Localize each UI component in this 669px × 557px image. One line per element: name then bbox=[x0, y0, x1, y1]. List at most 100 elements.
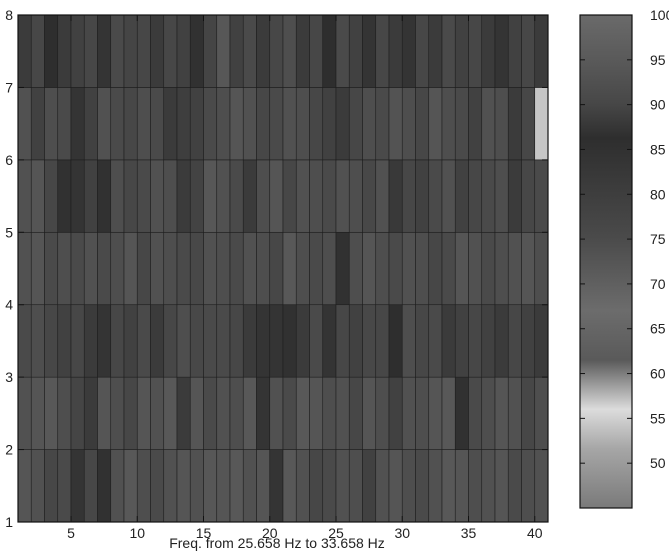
colorbar-tick-label: 65 bbox=[650, 321, 666, 337]
heatmap-cell bbox=[322, 159, 337, 233]
heatmap-cell bbox=[388, 231, 403, 306]
heatmap-cell bbox=[282, 376, 297, 450]
heatmap-cell bbox=[44, 231, 59, 306]
heatmap-cell bbox=[494, 376, 509, 450]
heatmap-cell bbox=[163, 449, 178, 523]
heatmap-cell bbox=[322, 449, 337, 523]
heatmap-cell bbox=[44, 14, 59, 88]
heatmap-cell bbox=[123, 87, 138, 161]
heatmap-cell bbox=[163, 376, 178, 450]
heatmap-cell bbox=[256, 87, 271, 161]
heatmap-cell bbox=[507, 449, 522, 523]
heatmap-cell bbox=[189, 231, 204, 306]
heatmap-cell bbox=[322, 304, 337, 378]
heatmap-cell bbox=[30, 87, 45, 161]
heatmap-cell bbox=[362, 87, 377, 161]
heatmap-cell bbox=[57, 159, 72, 233]
heatmap-cell bbox=[375, 449, 390, 523]
heatmap-cell bbox=[534, 159, 549, 233]
heatmap-cell bbox=[428, 376, 443, 450]
heatmap-cell bbox=[57, 449, 72, 523]
heatmap-cell bbox=[203, 376, 218, 450]
heatmap-cell bbox=[481, 87, 496, 161]
heatmap-cell bbox=[176, 449, 191, 523]
heatmap-cell bbox=[534, 304, 549, 378]
heatmap-cell bbox=[70, 304, 85, 378]
heatmap-cell bbox=[348, 159, 363, 233]
heatmap-cell bbox=[110, 449, 125, 523]
heatmap-cell bbox=[242, 87, 257, 161]
heatmap-cell bbox=[375, 231, 390, 306]
heatmap-cell bbox=[348, 376, 363, 450]
colorbar-tick-label: 60 bbox=[650, 366, 666, 382]
heatmap-cell bbox=[176, 376, 191, 450]
heatmap-cell bbox=[534, 449, 549, 523]
plot-frame bbox=[17, 14, 549, 523]
heatmap-cell bbox=[428, 14, 443, 88]
heatmap-cell bbox=[388, 449, 403, 523]
x-tick-label: 40 bbox=[527, 525, 543, 541]
heatmap-cell bbox=[242, 14, 257, 88]
heatmap-cell bbox=[521, 159, 536, 233]
heatmap-cell bbox=[97, 231, 112, 306]
heatmap-cell bbox=[415, 304, 430, 378]
heatmap-cell bbox=[441, 376, 456, 450]
heatmap-cells bbox=[17, 14, 549, 523]
heatmap-cell bbox=[428, 87, 443, 161]
heatmap-cell bbox=[229, 87, 244, 161]
heatmap-cell bbox=[348, 449, 363, 523]
heatmap-cell bbox=[150, 376, 165, 450]
heatmap-cell bbox=[295, 159, 310, 233]
heatmap-cell bbox=[269, 87, 284, 161]
y-tick-label: 6 bbox=[5, 152, 13, 168]
heatmap-cell bbox=[322, 231, 337, 306]
heatmap-cell bbox=[322, 87, 337, 161]
heatmap-cell bbox=[521, 304, 536, 378]
x-tick-label: 15 bbox=[196, 525, 212, 541]
colorbar-tick-label: 50 bbox=[650, 455, 666, 471]
heatmap-cell bbox=[494, 304, 509, 378]
heatmap-cell bbox=[282, 449, 297, 523]
heatmap-cell bbox=[441, 449, 456, 523]
heatmap-cell bbox=[309, 376, 324, 450]
heatmap-cell bbox=[44, 87, 59, 161]
heatmap-cell bbox=[388, 304, 403, 378]
heatmap-cell bbox=[335, 376, 350, 450]
y-tick-label: 2 bbox=[5, 442, 13, 458]
heatmap-cell bbox=[123, 14, 138, 88]
heatmap-cell bbox=[441, 159, 456, 233]
heatmap-cell bbox=[229, 304, 244, 378]
heatmap-cell bbox=[136, 449, 151, 523]
heatmap-cell bbox=[44, 449, 59, 523]
heatmap-cell bbox=[481, 449, 496, 523]
heatmap-cell bbox=[295, 231, 310, 306]
heatmap-cell bbox=[534, 231, 549, 306]
heatmap-cell bbox=[401, 231, 416, 306]
heatmap-cell bbox=[176, 159, 191, 233]
heatmap-cell bbox=[295, 87, 310, 161]
heatmap-cell bbox=[136, 231, 151, 306]
heatmap-cell bbox=[242, 159, 257, 233]
heatmap-cell bbox=[348, 87, 363, 161]
heatmap-cell bbox=[70, 231, 85, 306]
colorbar-tick-label: 55 bbox=[650, 410, 666, 426]
heatmap-cell bbox=[97, 304, 112, 378]
heatmap-cell bbox=[97, 159, 112, 233]
heatmap-cell bbox=[454, 87, 469, 161]
heatmap-cell bbox=[123, 159, 138, 233]
heatmap-cell bbox=[203, 304, 218, 378]
heatmap-cell bbox=[494, 87, 509, 161]
heatmap-cell bbox=[481, 376, 496, 450]
heatmap-cell bbox=[507, 304, 522, 378]
heatmap-cell bbox=[110, 376, 125, 450]
heatmap-cell bbox=[123, 449, 138, 523]
x-tick-label: 10 bbox=[129, 525, 145, 541]
heatmap-cell bbox=[216, 304, 231, 378]
heatmap-cell bbox=[468, 159, 483, 233]
heatmap-cell bbox=[362, 376, 377, 450]
heatmap-cell bbox=[388, 159, 403, 233]
heatmap-cell bbox=[454, 304, 469, 378]
heatmap-cell bbox=[203, 14, 218, 88]
heatmap-cell bbox=[415, 14, 430, 88]
heatmap-cell bbox=[176, 304, 191, 378]
